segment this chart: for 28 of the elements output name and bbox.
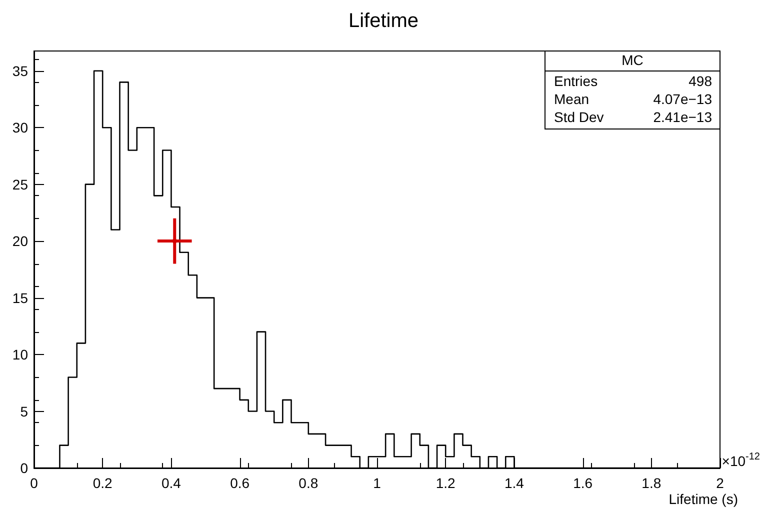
annotation: 4.07e−13 — [653, 91, 712, 107]
annotation: Mean — [554, 91, 590, 107]
x-tick-label: 1.8 — [642, 475, 662, 491]
y-tick-label: 15 — [12, 290, 28, 306]
y-tick-label: 25 — [12, 176, 28, 192]
y-tick-label: 30 — [12, 120, 28, 136]
x-tick-label: 2 — [716, 475, 724, 491]
y-tick-label: 10 — [12, 346, 28, 363]
chart-title: Lifetime — [348, 10, 419, 32]
y-tick-label: 35 — [12, 62, 28, 79]
x-tick-label: 0.6 — [230, 475, 250, 491]
annotation: Entries — [554, 73, 598, 89]
annotation: 498 — [688, 73, 712, 89]
x-tick-label: 1 — [373, 475, 382, 491]
x-tick-label: 0 — [30, 475, 38, 491]
x-tick-label: 0.4 — [161, 475, 182, 491]
y-tick-label: 5 — [20, 403, 28, 420]
x-tick-label: 1.6 — [573, 475, 593, 491]
x-axis-title: Lifetime (s) — [668, 491, 738, 507]
y-tick-label: 0 — [20, 460, 28, 476]
annotation: 2.41e−13 — [653, 109, 712, 125]
x-tick-label: 0.8 — [298, 475, 318, 491]
x-tick-label: 1.2 — [436, 475, 456, 491]
x-tick-label: 1.4 — [504, 475, 524, 491]
x-tick-label: 0.2 — [92, 475, 113, 491]
annotation: MC — [622, 52, 644, 68]
y-tick-label: 20 — [12, 233, 28, 250]
annotation: Std Dev — [554, 109, 604, 125]
